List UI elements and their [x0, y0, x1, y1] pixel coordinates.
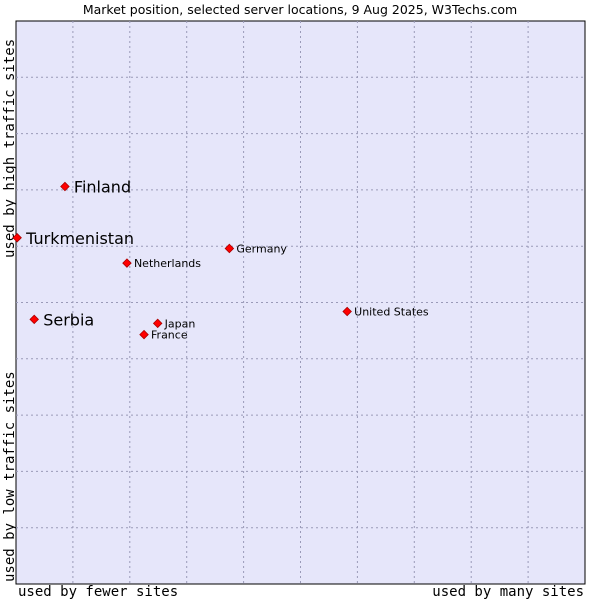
- data-point: United States: [342, 306, 429, 319]
- point-label: Turkmenistan: [25, 229, 134, 248]
- point-marker: [152, 318, 163, 329]
- point-label: France: [151, 329, 188, 342]
- data-point: Germany: [224, 242, 287, 255]
- point-label: Germany: [236, 242, 287, 255]
- point-marker: [12, 232, 22, 243]
- chart-title: Market position, selected server locatio…: [82, 2, 518, 17]
- x-axis-label-right: used by many sites: [432, 584, 584, 600]
- point-label: Netherlands: [134, 257, 201, 270]
- data-point: Finland: [60, 178, 131, 197]
- data-point: Japan: [152, 317, 196, 330]
- point-label: Japan: [164, 317, 196, 330]
- data-point: Turkmenistan: [12, 229, 134, 248]
- x-axis-label-left: used by fewer sites: [18, 584, 179, 600]
- point-label: Finland: [74, 178, 131, 197]
- point-marker: [122, 258, 132, 268]
- data-points: Finland Turkmenistan Serbia Germany Netherla…: [12, 178, 429, 342]
- point-label: United States: [354, 306, 429, 319]
- point-marker: [342, 306, 352, 317]
- data-point: Serbia: [29, 310, 94, 329]
- data-point: Netherlands: [122, 257, 201, 270]
- point-label: Serbia: [43, 310, 94, 329]
- data-point: France: [139, 329, 188, 342]
- grid-lines: [16, 21, 585, 584]
- point-marker: [224, 243, 235, 254]
- point-marker: [29, 314, 39, 325]
- point-marker: [60, 181, 70, 192]
- point-marker: [139, 329, 149, 340]
